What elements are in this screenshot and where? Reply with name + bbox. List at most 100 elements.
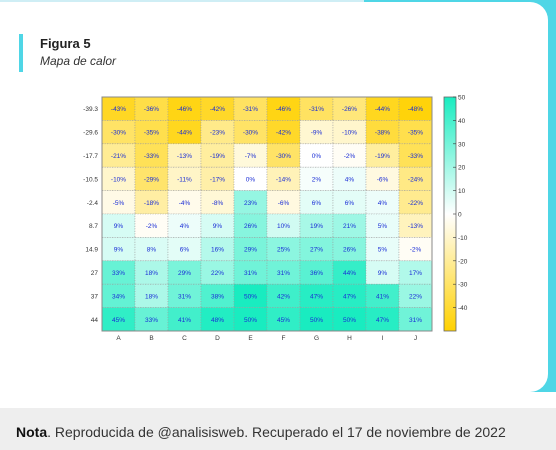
cell-value-label: 10%	[277, 223, 290, 230]
cell-value-label: -30%	[276, 153, 291, 160]
y-tick-label: -10.5	[83, 176, 98, 183]
heatmap-chart: -43% -36% -46% -42% -31% -46% -31% -26% -44% -48%…	[83, 95, 468, 343]
note-bar: Nota. Reproducida de @analisisweb. Recup…	[0, 408, 556, 450]
x-tick-label: A	[116, 335, 121, 342]
heatmap-cell	[398, 237, 433, 262]
cell-value-label: 5%	[378, 247, 388, 254]
cell-value-label: 31%	[244, 270, 257, 277]
cell-value-label: -5%	[113, 200, 125, 207]
cell-value-label: -14%	[276, 176, 291, 183]
cell-value-label: -11%	[177, 176, 192, 183]
cell-value-label: 8%	[147, 247, 157, 254]
cell-value-label: 6%	[312, 200, 322, 207]
cell-value-label: -33%	[408, 153, 423, 160]
colorbar-tick-label: -20	[458, 258, 468, 265]
cell-value-label: 26%	[343, 247, 356, 254]
cell-value-label: 9%	[213, 223, 223, 230]
cell-value-label: -2%	[344, 153, 356, 160]
cell-value-label: 31%	[409, 317, 422, 324]
cell-value-label: -31%	[243, 106, 258, 113]
cell-value-label: -4%	[179, 200, 191, 207]
cell-value-label: -7%	[245, 153, 257, 160]
cell-value-label: 42%	[277, 293, 290, 300]
cell-value-label: -35%	[144, 130, 159, 137]
heatmap-cell	[167, 166, 202, 191]
cell-value-label: 41%	[178, 317, 191, 324]
cell-value-label: -2%	[146, 223, 158, 230]
heatmap-cell	[200, 166, 235, 191]
cell-value-label: -26%	[342, 106, 357, 113]
cell-value-label: -42%	[276, 130, 291, 137]
heatmap-cell	[332, 237, 367, 262]
heatmap-cell	[167, 237, 202, 262]
cell-value-label: 47%	[310, 293, 323, 300]
cell-value-label: 47%	[343, 293, 356, 300]
heatmap-cell	[299, 283, 334, 308]
cell-value-label: -43%	[111, 106, 126, 113]
colorbar-tick-label: 20	[458, 165, 466, 172]
cell-value-label: -17%	[210, 176, 225, 183]
cell-value-label: 21%	[343, 223, 356, 230]
colorbar-tick-label: 30	[458, 141, 466, 148]
heatmap-cell	[233, 283, 268, 308]
heatmap-cell	[233, 237, 268, 262]
figure-card: Figura 5 Mapa de calor -43% -36% -46% -42% -…	[0, 2, 548, 392]
cell-value-label: -21%	[111, 153, 126, 160]
heatmap-cell	[134, 283, 169, 308]
cell-value-label: 17%	[409, 270, 422, 277]
y-tick-label: -29.6	[83, 130, 98, 137]
cell-value-label: 50%	[310, 317, 323, 324]
note-body: . Reproducida de @analisisweb. Recuperad…	[47, 424, 506, 440]
cell-value-label: -30%	[243, 130, 258, 137]
heatmap-cell	[332, 283, 367, 308]
note-text: Nota. Reproducida de @analisisweb. Recup…	[16, 424, 506, 440]
cell-value-label: 25%	[277, 247, 290, 254]
cell-value-label: 9%	[114, 247, 124, 254]
cell-value-label: 6%	[180, 247, 190, 254]
y-tick-label: -17.7	[83, 153, 98, 160]
cell-value-label: -6%	[278, 200, 290, 207]
cell-value-label: 0%	[312, 153, 322, 160]
heatmap-cell	[101, 166, 136, 191]
note-label: Nota	[16, 424, 48, 440]
heatmap-cell	[398, 166, 433, 191]
cell-value-label: 33%	[112, 270, 125, 277]
cell-value-label: 44%	[343, 270, 356, 277]
cell-value-label: -33%	[144, 153, 159, 160]
cell-value-label: -44%	[375, 106, 390, 113]
cell-value-label: -29%	[144, 176, 159, 183]
x-axis-tick-labels: A B C D E F G H I J	[116, 335, 417, 342]
heatmap-cell	[233, 166, 268, 191]
cell-value-label: 23%	[244, 200, 257, 207]
y-tick-label: -2.4	[87, 200, 99, 207]
x-tick-label: B	[149, 335, 153, 342]
y-tick-label: 27	[91, 270, 99, 277]
x-tick-label: D	[215, 335, 220, 342]
cell-value-label: -35%	[408, 130, 423, 137]
cell-value-label: 29%	[178, 270, 191, 277]
cell-value-label: -38%	[375, 130, 390, 137]
cell-value-label: -48%	[408, 106, 423, 113]
cell-value-label: -30%	[111, 130, 126, 137]
heatmap-cell	[101, 237, 136, 262]
colorbar-tick-label: 40	[458, 118, 466, 125]
heatmap-cell	[266, 237, 301, 262]
cell-value-label: 18%	[145, 270, 158, 277]
cell-value-label: -18%	[144, 200, 159, 207]
cell-value-label: 31%	[178, 293, 191, 300]
x-tick-label: C	[182, 335, 187, 342]
heatmap-cells: -43% -36% -46% -42% -31% -46% -31% -26% -44% -48%…	[101, 96, 433, 332]
cell-value-label: -9%	[311, 130, 323, 137]
heatmap-cell	[200, 283, 235, 308]
heatmap-cell	[266, 166, 301, 191]
cell-value-label: 29%	[244, 247, 257, 254]
cell-value-label: 22%	[409, 293, 422, 300]
cell-value-label: 19%	[310, 223, 323, 230]
cell-value-label: -46%	[276, 106, 291, 113]
x-tick-label: F	[282, 335, 286, 342]
cell-value-label: 9%	[114, 223, 124, 230]
cell-value-label: 36%	[310, 270, 323, 277]
heatmap-cell	[101, 283, 136, 308]
cell-value-label: -2%	[410, 247, 422, 254]
y-tick-label: 14.9	[85, 247, 98, 254]
